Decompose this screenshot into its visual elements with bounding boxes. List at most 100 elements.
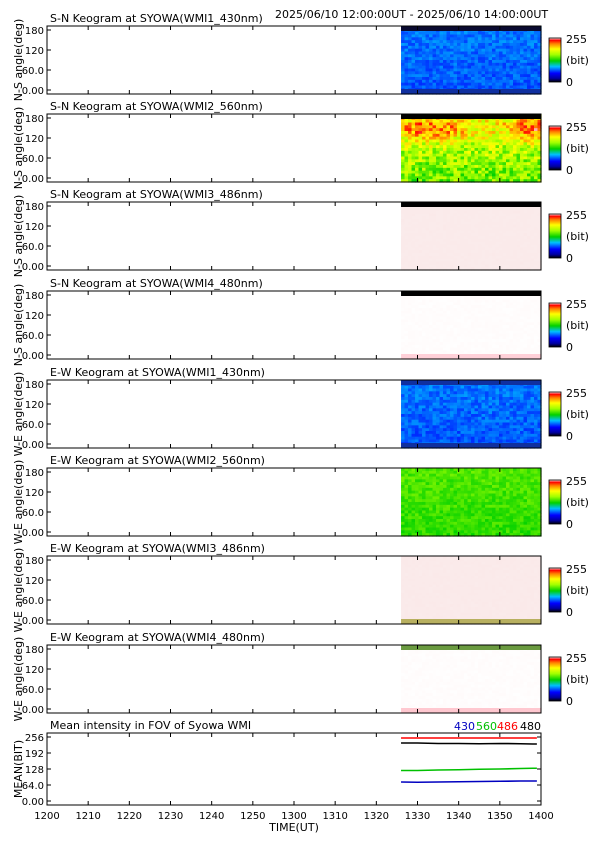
heatmap-cell [492,350,497,354]
heatmap-cell [520,247,525,251]
heatmap-cell [457,142,462,146]
heatmap-cell [464,244,469,248]
heatmap-cell [443,313,448,318]
heatmap-cell [534,79,539,84]
heatmap-cell [506,342,511,346]
heatmap-cell [513,241,518,246]
heatmap-cell [439,153,444,158]
heatmap-cell [453,339,458,343]
heatmap-cell [439,71,444,75]
heatmap-cell [523,142,528,146]
heatmap-cell [478,119,483,124]
heatmap-cell [481,350,486,354]
heatmap-cell [401,60,406,64]
heatmap-cell [453,342,458,346]
heatmap-cell [516,224,521,229]
heatmap-cell [422,342,427,346]
heatmap-cell [520,159,525,163]
heatmap-cell [481,339,486,343]
heatmap-cell [516,51,521,55]
heatmap-cell [478,316,483,320]
heatmap-cell [509,156,514,160]
heatmap-cell [537,159,542,163]
heatmap-cell [520,48,525,53]
heatmap-cell [429,350,434,354]
heatmap-cell [415,299,420,303]
heatmap-cell [415,77,420,81]
heatmap-cell [467,148,472,152]
heatmap-cell [499,122,504,126]
heatmap-cell [408,227,413,231]
heatmap-cell [509,48,514,53]
heatmap-cell [474,302,479,306]
heatmap-cell [453,65,458,70]
heatmap-cell [502,74,507,78]
heatmap-cell [499,43,504,47]
heatmap-cell [488,82,493,87]
heatmap-cell [439,233,444,237]
heatmap-cell [516,54,521,58]
heatmap-cell [530,51,535,55]
heatmap-cell [415,333,420,337]
heatmap-cell [499,133,504,138]
heatmap-cell [401,210,406,214]
heatmap-cell [499,34,504,38]
heatmap-cell [453,45,458,50]
heatmap-cell [450,344,455,349]
heatmap-cell [408,43,413,47]
heatmap-cell [523,350,528,354]
heatmap-cell [418,207,423,212]
heatmap-cell [481,219,486,223]
heatmap-cell [429,153,434,158]
heatmap-cell [502,253,507,257]
heatmap-cell [415,224,420,229]
heatmap-cell [450,241,455,246]
heatmap-cell [415,43,420,47]
heatmap-cell [527,74,532,78]
heatmap-cell [506,167,511,172]
heatmap-cell [464,327,469,332]
heatmap-cell [415,162,420,166]
heatmap-cell [443,51,448,55]
heatmap-cell [516,342,521,346]
heatmap-cell [481,43,486,47]
heatmap-cell [534,133,539,138]
heatmap-cell [506,145,511,149]
heatmap-cell [474,258,479,263]
heatmap-cell [446,261,451,265]
heatmap-cell [523,342,528,346]
heatmap-cell [527,236,532,240]
heatmap-cell [499,131,504,135]
heatmap-cell [457,238,462,243]
heatmap-cell [429,136,434,141]
heatmap-cell [415,336,420,340]
heatmap-cell [537,150,542,155]
heatmap-cell [467,253,472,257]
heatmap-cell [401,296,406,301]
heatmap-cell [478,264,483,268]
heatmap-cell [502,57,507,61]
heatmap-cell [418,296,423,301]
heatmap-cell [537,247,542,251]
heatmap-cell [439,316,444,320]
heatmap-cell [509,65,514,70]
heatmap-cell [492,173,497,177]
heatmap-cell [464,37,469,41]
heatmap-cell [453,122,458,126]
heatmap-cell [464,131,469,135]
heatmap-cell [429,255,434,260]
heatmap-cell [506,319,511,323]
heatmap-cell [509,162,514,166]
heatmap-cell [516,43,521,47]
heatmap-cell [418,333,423,337]
heatmap-cell [460,238,465,243]
heatmap-cell [404,136,409,141]
heatmap-cell [471,125,476,129]
heatmap-cell [429,305,434,309]
heatmap-cell [530,241,535,246]
y-tick-label: 180 [25,380,44,391]
heatmap-cell [506,310,511,315]
heatmap-cell [530,77,535,81]
heatmap-cell [478,350,483,354]
heatmap-cell [516,85,521,89]
